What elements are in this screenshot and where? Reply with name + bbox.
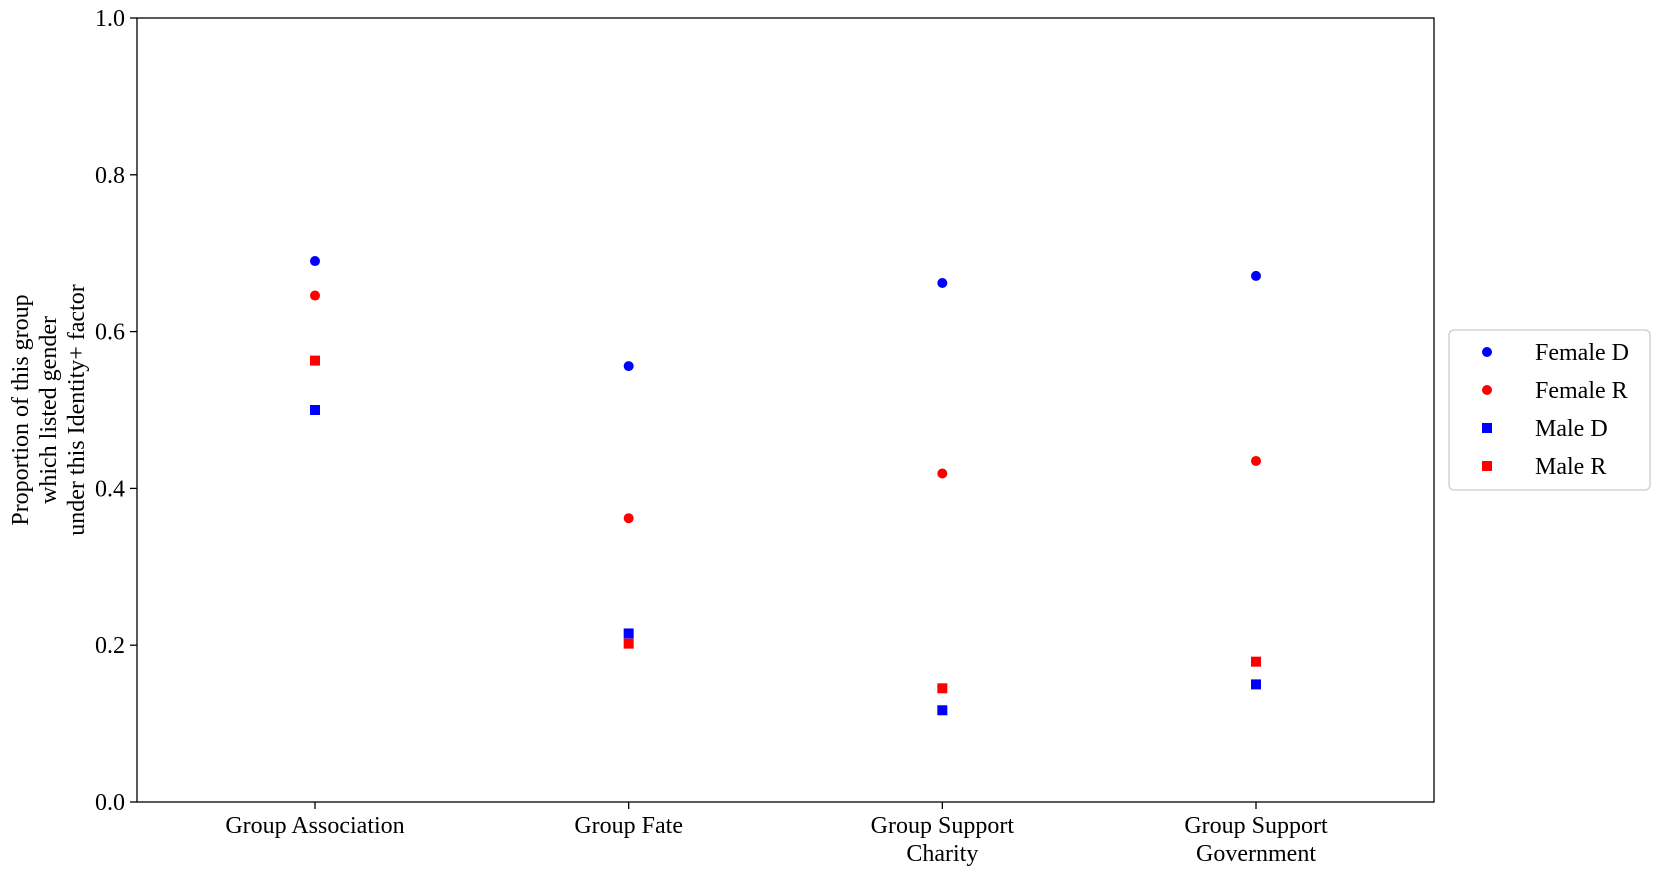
legend-marker-female-d <box>1482 347 1492 357</box>
point-female-r <box>310 290 320 301</box>
point-male-d <box>1251 679 1261 690</box>
point-male-d <box>937 705 948 716</box>
y-axis-title: Proportion of this groupwhich listed gen… <box>8 284 90 535</box>
x-tick-label: Group Support Charity <box>871 813 1015 867</box>
legend-label-female-d: Female D <box>1535 340 1629 366</box>
y-axis-ticks: 0.0 0.2 0.4 0.6 0.8 1.0 <box>95 6 137 816</box>
plot-frame <box>136 17 1435 803</box>
point-male-r <box>1251 656 1261 667</box>
point-female-d <box>310 256 320 267</box>
point-female-r <box>623 513 634 524</box>
y-axis-label: Proportion of this groupwhich listed gen… <box>8 284 90 535</box>
point-female-d <box>623 361 634 372</box>
point-male-r <box>623 638 634 649</box>
data-points <box>310 256 1261 716</box>
y-tick-label: 0.0 <box>95 790 125 816</box>
legend-label-male-d: Male D <box>1535 416 1608 442</box>
point-male-r <box>310 355 320 366</box>
legend: Female D Female R Male D Male R <box>1448 329 1651 491</box>
x-tick-label: Group Association <box>225 813 404 839</box>
legend-label-male-r: Male R <box>1535 454 1606 480</box>
legend-marker-male-d <box>1482 423 1492 433</box>
legend-marker-male-r <box>1482 461 1492 471</box>
legend-marker-female-r <box>1482 385 1492 395</box>
y-tick-label: 0.8 <box>95 163 125 189</box>
x-tick-label: Group Support Government <box>1184 813 1328 867</box>
legend-label-female-r: Female R <box>1535 378 1628 404</box>
y-tick-label: 0.2 <box>95 633 125 659</box>
point-female-r <box>937 468 948 479</box>
point-male-d <box>310 405 320 415</box>
point-female-d <box>1251 270 1261 281</box>
point-female-d <box>937 277 948 288</box>
point-male-d <box>623 628 634 639</box>
point-male-r <box>937 683 948 694</box>
x-tick-label: Group Fate <box>574 813 683 839</box>
legend-box <box>1448 329 1651 491</box>
y-tick-label: 0.4 <box>95 476 125 502</box>
y-tick-label: 1.0 <box>95 6 125 32</box>
x-axis-ticks: Group Association Group Fate Group Support… <box>225 802 1328 867</box>
point-female-r <box>1251 455 1261 466</box>
y-tick-label: 0.6 <box>95 320 125 346</box>
